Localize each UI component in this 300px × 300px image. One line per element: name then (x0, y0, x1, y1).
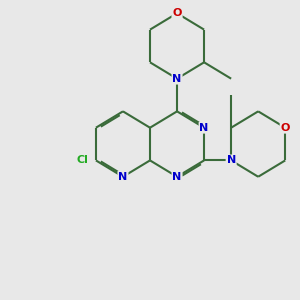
Text: O: O (172, 8, 182, 18)
Text: N: N (172, 74, 182, 84)
Text: Cl: Cl (76, 155, 88, 165)
Text: N: N (200, 123, 209, 133)
Text: O: O (280, 123, 290, 133)
Text: N: N (226, 155, 236, 165)
Text: N: N (118, 172, 128, 182)
Text: N: N (172, 172, 182, 182)
